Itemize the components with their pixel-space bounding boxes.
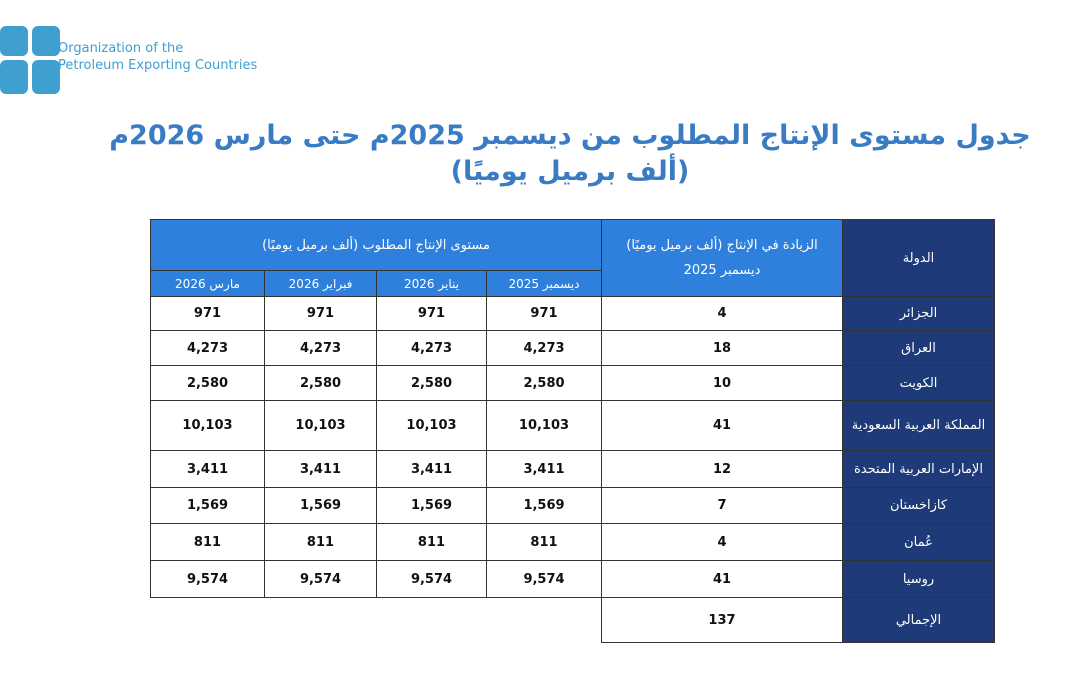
country-cell: الجزائر — [842, 296, 995, 331]
production-cell: 4,273 — [150, 330, 265, 366]
production-cell: 971 — [486, 296, 602, 331]
header-month: فبراير 2026 — [264, 270, 377, 297]
country-cell: عُمان — [842, 523, 995, 561]
production-cell: 4,273 — [264, 330, 377, 366]
production-cell: 2,580 — [376, 365, 487, 401]
header-month: يناير 2026 — [376, 270, 487, 297]
header-month: مارس 2026 — [150, 270, 265, 297]
opec-logo: Organization of the Petroleum Exporting … — [0, 22, 260, 97]
production-cell: 9,574 — [376, 560, 487, 598]
production-cell: 2,580 — [486, 365, 602, 401]
header-increase-label: الزيادة في الإنتاج (ألف برميل يوميًا) — [626, 238, 818, 253]
table-row: الإمارات العربية المتحدة 12 3,411 3,411 3,41… — [150, 450, 995, 488]
total-label: الإجمالي — [842, 597, 995, 643]
production-cell: 3,411 — [150, 450, 265, 488]
production-cell: 2,580 — [150, 365, 265, 401]
country-cell: المملكة العربية السعودية — [842, 400, 995, 451]
increase-cell: 12 — [601, 450, 843, 488]
table-row: روسيا 41 9,574 9,574 9,574 9,574 — [150, 560, 995, 598]
production-cell: 4,273 — [376, 330, 487, 366]
increase-cell: 41 — [601, 400, 843, 451]
production-cell: 971 — [264, 296, 377, 331]
table-row: عُمان 4 811 811 811 811 — [150, 523, 995, 561]
increase-cell: 18 — [601, 330, 843, 366]
page-title: جدول مستوى الإنتاج المطلوب من ديسمبر 202… — [100, 118, 1040, 190]
production-cell: 10,103 — [486, 400, 602, 451]
production-cell: 811 — [264, 523, 377, 561]
production-cell: 9,574 — [486, 560, 602, 598]
header-increase-month: ديسمبر 2025 — [683, 263, 761, 278]
production-cell: 10,103 — [150, 400, 265, 451]
table-row: الكويت 10 2,580 2,580 2,580 2,580 — [150, 365, 995, 401]
production-cell: 9,574 — [150, 560, 265, 598]
table-row: كازاخستان 7 1,569 1,569 1,569 1,569 — [150, 487, 995, 524]
increase-cell: 10 — [601, 365, 843, 401]
production-cell: 10,103 — [264, 400, 377, 451]
country-cell: العراق — [842, 330, 995, 366]
production-cell: 4,273 — [486, 330, 602, 366]
header-month: ديسمبر 2025 — [486, 270, 602, 297]
production-cell: 10,103 — [376, 400, 487, 451]
country-cell: الإمارات العربية المتحدة — [842, 450, 995, 488]
logo-mark — [0, 22, 66, 94]
logo-line2: Petroleum Exporting Countries — [58, 58, 258, 73]
increase-cell: 4 — [601, 296, 843, 331]
production-cell: 2,580 — [264, 365, 377, 401]
production-cell: 3,411 — [264, 450, 377, 488]
country-cell: الكويت — [842, 365, 995, 401]
increase-cell: 41 — [601, 560, 843, 598]
production-cell: 3,411 — [486, 450, 602, 488]
table-row: المملكة العربية السعودية 41 10,103 10,103 10… — [150, 400, 995, 451]
logo-text: Organization of the Petroleum Exporting … — [58, 40, 257, 74]
header-country: الدولة — [842, 219, 995, 297]
production-cell: 811 — [486, 523, 602, 561]
production-cell: 1,569 — [264, 487, 377, 524]
production-cell: 3,411 — [376, 450, 487, 488]
title-line1: جدول مستوى الإنتاج المطلوب من ديسمبر 202… — [109, 120, 1031, 151]
production-cell: 9,574 — [264, 560, 377, 598]
header-production: مستوى الإنتاج المطلوب (ألف برميل يوميًا) — [150, 219, 602, 271]
production-cell: 1,569 — [376, 487, 487, 524]
production-cell: 1,569 — [486, 487, 602, 524]
title-line2: (ألف برميل يوميًا) — [450, 156, 690, 187]
production-cell: 1,569 — [150, 487, 265, 524]
country-cell: كازاخستان — [842, 487, 995, 524]
production-cell: 971 — [376, 296, 487, 331]
blank-cell — [151, 598, 602, 643]
total-increase: 137 — [601, 597, 843, 643]
header-increase: الزيادة في الإنتاج (ألف برميل يوميًا) دي… — [601, 219, 843, 297]
table-row: العراق 18 4,273 4,273 4,273 4,273 — [150, 330, 995, 366]
production-table: الدولة الزيادة في الإنتاج (ألف برميل يوم… — [150, 219, 995, 643]
production-cell: 811 — [376, 523, 487, 561]
country-cell: روسيا — [842, 560, 995, 598]
increase-cell: 4 — [601, 523, 843, 561]
increase-cell: 7 — [601, 487, 843, 524]
table-row: الجزائر 4 971 971 971 971 — [150, 296, 995, 331]
production-cell: 971 — [150, 296, 265, 331]
production-cell: 811 — [150, 523, 265, 561]
total-row: الإجمالي 137 — [151, 597, 995, 643]
logo-line1: Organization of the — [58, 41, 184, 56]
